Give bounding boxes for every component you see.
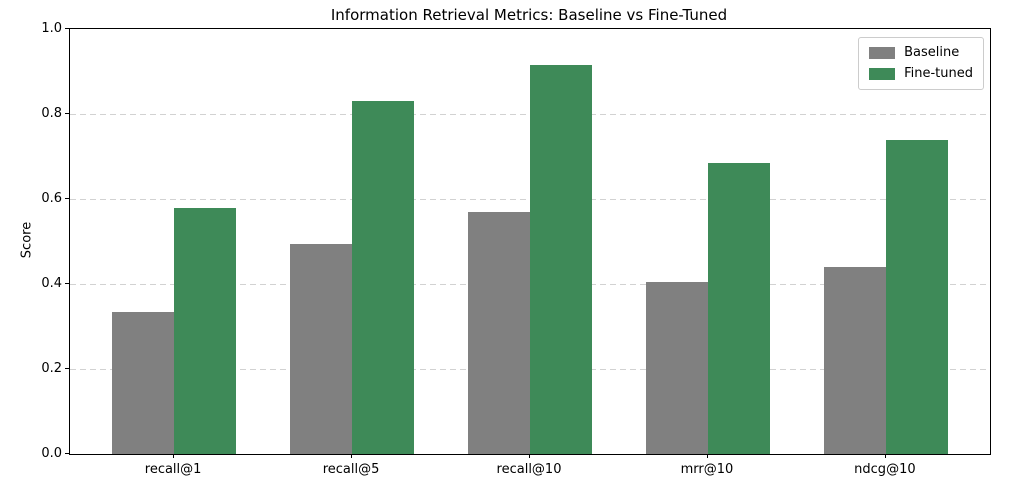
chart-title: Information Retrieval Metrics: Baseline … — [330, 6, 728, 24]
plot-area: Baseline Fine-tuned — [69, 28, 991, 455]
y-tick-label-1.0: 1.0 — [41, 20, 62, 36]
legend: Baseline Fine-tuned — [858, 37, 984, 90]
x-tick-label-ndcg@10: ndcg@10 — [854, 462, 916, 477]
legend-item-baseline: Baseline — [869, 46, 973, 60]
legend-item-finetuned: Fine-tuned — [869, 67, 973, 81]
finetuned-color-swatch — [869, 68, 896, 80]
bar-fine-tuned-mrr@10 — [707, 162, 771, 454]
y-tick-label-0.6: 0.6 — [41, 190, 62, 206]
bar-fine-tuned-recall@5 — [352, 101, 415, 454]
y-tick-label-0.4: 0.4 — [41, 275, 62, 291]
bar-baseline-recall@1 — [111, 311, 175, 454]
legend-label-baseline: Baseline — [904, 45, 960, 60]
bar-fine-tuned-recall@10 — [530, 65, 593, 454]
legend-label-finetuned: Fine-tuned — [904, 66, 973, 81]
y-axis-label: Score — [19, 221, 35, 259]
bar-fine-tuned-ndcg@10 — [885, 139, 949, 454]
x-tick-label-recall@5: recall@5 — [322, 462, 380, 477]
bar-baseline-mrr@10 — [645, 281, 708, 454]
bar-baseline-recall@10 — [467, 211, 530, 454]
x-tick-label-mrr@10: mrr@10 — [680, 462, 734, 477]
bar-baseline-recall@5 — [289, 243, 353, 454]
y-tick-label-0.2: 0.2 — [41, 360, 62, 376]
y-tick-label-0.0: 0.0 — [41, 445, 62, 461]
y-tick-label-0.8: 0.8 — [41, 105, 62, 121]
x-tick-label-recall@10: recall@10 — [496, 462, 562, 477]
x-tick-label-recall@1: recall@1 — [144, 462, 202, 477]
bar-fine-tuned-recall@1 — [174, 207, 237, 454]
bar-baseline-ndcg@10 — [823, 267, 886, 454]
baseline-color-swatch — [869, 47, 896, 59]
